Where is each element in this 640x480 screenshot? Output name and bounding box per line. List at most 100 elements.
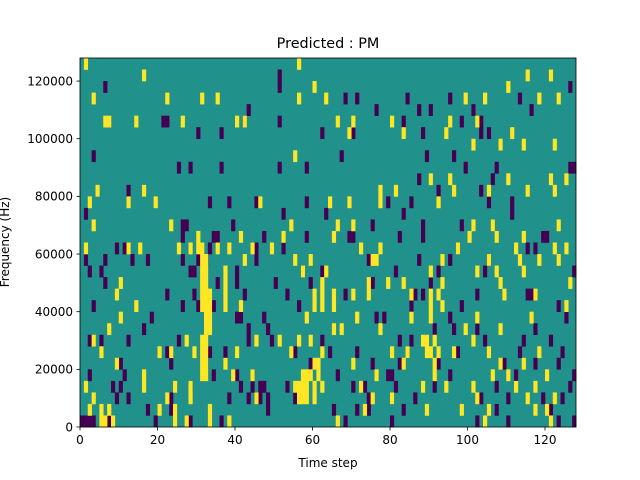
heatmap-cell-high (173, 403, 178, 416)
heatmap-cell-high (250, 242, 255, 255)
x-tick-label: 100 (456, 433, 479, 447)
heatmap-cell-low (192, 288, 197, 301)
heatmap-cell-low (180, 219, 185, 232)
heatmap-cell-high (564, 173, 569, 186)
heatmap-cell-low (541, 230, 546, 243)
heatmap-cell-high (304, 392, 309, 405)
heatmap-cell-high (537, 254, 542, 266)
heatmap-cell-high (440, 300, 445, 312)
heatmap-cell-high (324, 92, 329, 105)
heatmap-cell-high (312, 392, 317, 405)
heatmap-cell-high (293, 150, 298, 163)
heatmap-cell-low (118, 357, 123, 370)
heatmap-cell-high (556, 254, 561, 266)
heatmap-cell-low (114, 242, 120, 255)
heatmap-cell-low (328, 346, 333, 359)
heatmap-cell-low (149, 311, 154, 324)
heatmap-cell-low (293, 392, 298, 405)
heatmap-cell-high (200, 369, 205, 382)
heatmap-cell-high (463, 323, 468, 336)
heatmap-cell-low (397, 334, 402, 347)
heatmap-cell-low (397, 357, 402, 370)
heatmap-cell-low (111, 380, 116, 393)
heatmap-cell-low (514, 369, 519, 382)
heatmap-cell-low (529, 288, 534, 301)
heatmap-cell-low (165, 288, 170, 301)
x-tick-label: 60 (305, 433, 320, 447)
heatmap-cell-high (444, 127, 449, 140)
heatmap-cell-high (331, 300, 337, 312)
heatmap-cell-low (486, 196, 492, 209)
heatmap-cell-low (273, 277, 278, 289)
heatmap-cell-high (390, 392, 395, 405)
heatmap-cell-low (188, 161, 193, 174)
heatmap-cell-high (204, 277, 209, 289)
heatmap-cell-high (378, 184, 383, 197)
heatmap-cell-high (545, 369, 550, 382)
heatmap-cell-low (196, 300, 201, 312)
heatmap-cell-high (207, 403, 213, 416)
heatmap-cell-high (312, 300, 317, 312)
heatmap-cell-low (413, 288, 418, 301)
heatmap-cell-low (258, 392, 263, 405)
heatmap-cell-low (370, 277, 375, 289)
heatmap-cell-high (297, 92, 302, 105)
heatmap-cell-high (312, 81, 317, 93)
heatmap-cell-high (235, 115, 240, 128)
heatmap-cell-low (277, 69, 282, 82)
heatmap-cell-low (180, 230, 185, 243)
heatmap-cell-high (324, 265, 329, 278)
heatmap-cell-low (533, 242, 538, 255)
heatmap-cell-high (320, 346, 325, 359)
heatmap-cell-high (316, 357, 321, 370)
heatmap-cell-low (405, 92, 410, 105)
heatmap-cell-low (355, 346, 360, 359)
heatmap-cell-high (424, 403, 430, 416)
heatmap-cell-low (413, 392, 418, 405)
heatmap-cell-low (118, 380, 123, 393)
heatmap-cell-high (316, 369, 321, 382)
heatmap-cell-high (328, 196, 333, 209)
heatmap-cell-high (552, 138, 557, 151)
heatmap-cell-low (401, 403, 406, 416)
heatmap-cell-low (525, 288, 530, 301)
x-axis-ticks: 0 20 40 60 80 100 120 (76, 427, 556, 447)
heatmap-cell-high (184, 334, 189, 347)
heatmap-cell-low (207, 242, 213, 255)
heatmap-cell-high (510, 127, 515, 140)
heatmap-cell-low (374, 311, 379, 324)
heatmap-cell-low (176, 334, 182, 347)
heatmap-cell-high (254, 334, 259, 347)
heatmap-cell-high (192, 346, 197, 359)
heatmap-cell-low (145, 403, 151, 416)
heatmap-cell-high (200, 300, 205, 312)
heatmap-cell-low (409, 300, 414, 312)
heatmap-cell-high (254, 392, 259, 405)
heatmap-cell-high (308, 334, 313, 347)
heatmap-cell-low (428, 104, 433, 116)
heatmap-cell-high (223, 265, 228, 278)
heatmap-cell-low (246, 334, 251, 347)
heatmap-cell-low (417, 254, 422, 266)
heatmap-cell-high (126, 242, 131, 255)
heatmap-cell-low (343, 92, 348, 105)
heatmap-cell-low (459, 219, 464, 232)
heatmap-cell-high (165, 92, 170, 105)
heatmap-cell-high (200, 288, 205, 301)
y-tick-label: 20000 (35, 363, 73, 377)
heatmap-cell-low (479, 127, 484, 140)
heatmap-cell-high (107, 403, 112, 416)
heatmap-cell-high (556, 219, 561, 232)
heatmap-cell-high (545, 403, 550, 416)
y-tick-label: 60000 (35, 247, 73, 261)
heatmap-cell-low (506, 392, 511, 405)
heatmap-cell-high (459, 403, 464, 416)
heatmap-cell-high (506, 369, 511, 382)
heatmap-cell-low (196, 254, 201, 266)
heatmap-cell-high (293, 380, 298, 393)
heatmap-cell-high (428, 288, 433, 301)
heatmap-cell-high (238, 230, 244, 243)
heatmap-cell-low (343, 415, 348, 428)
heatmap-cell-low (114, 392, 120, 405)
heatmap-cell-high (320, 300, 325, 312)
